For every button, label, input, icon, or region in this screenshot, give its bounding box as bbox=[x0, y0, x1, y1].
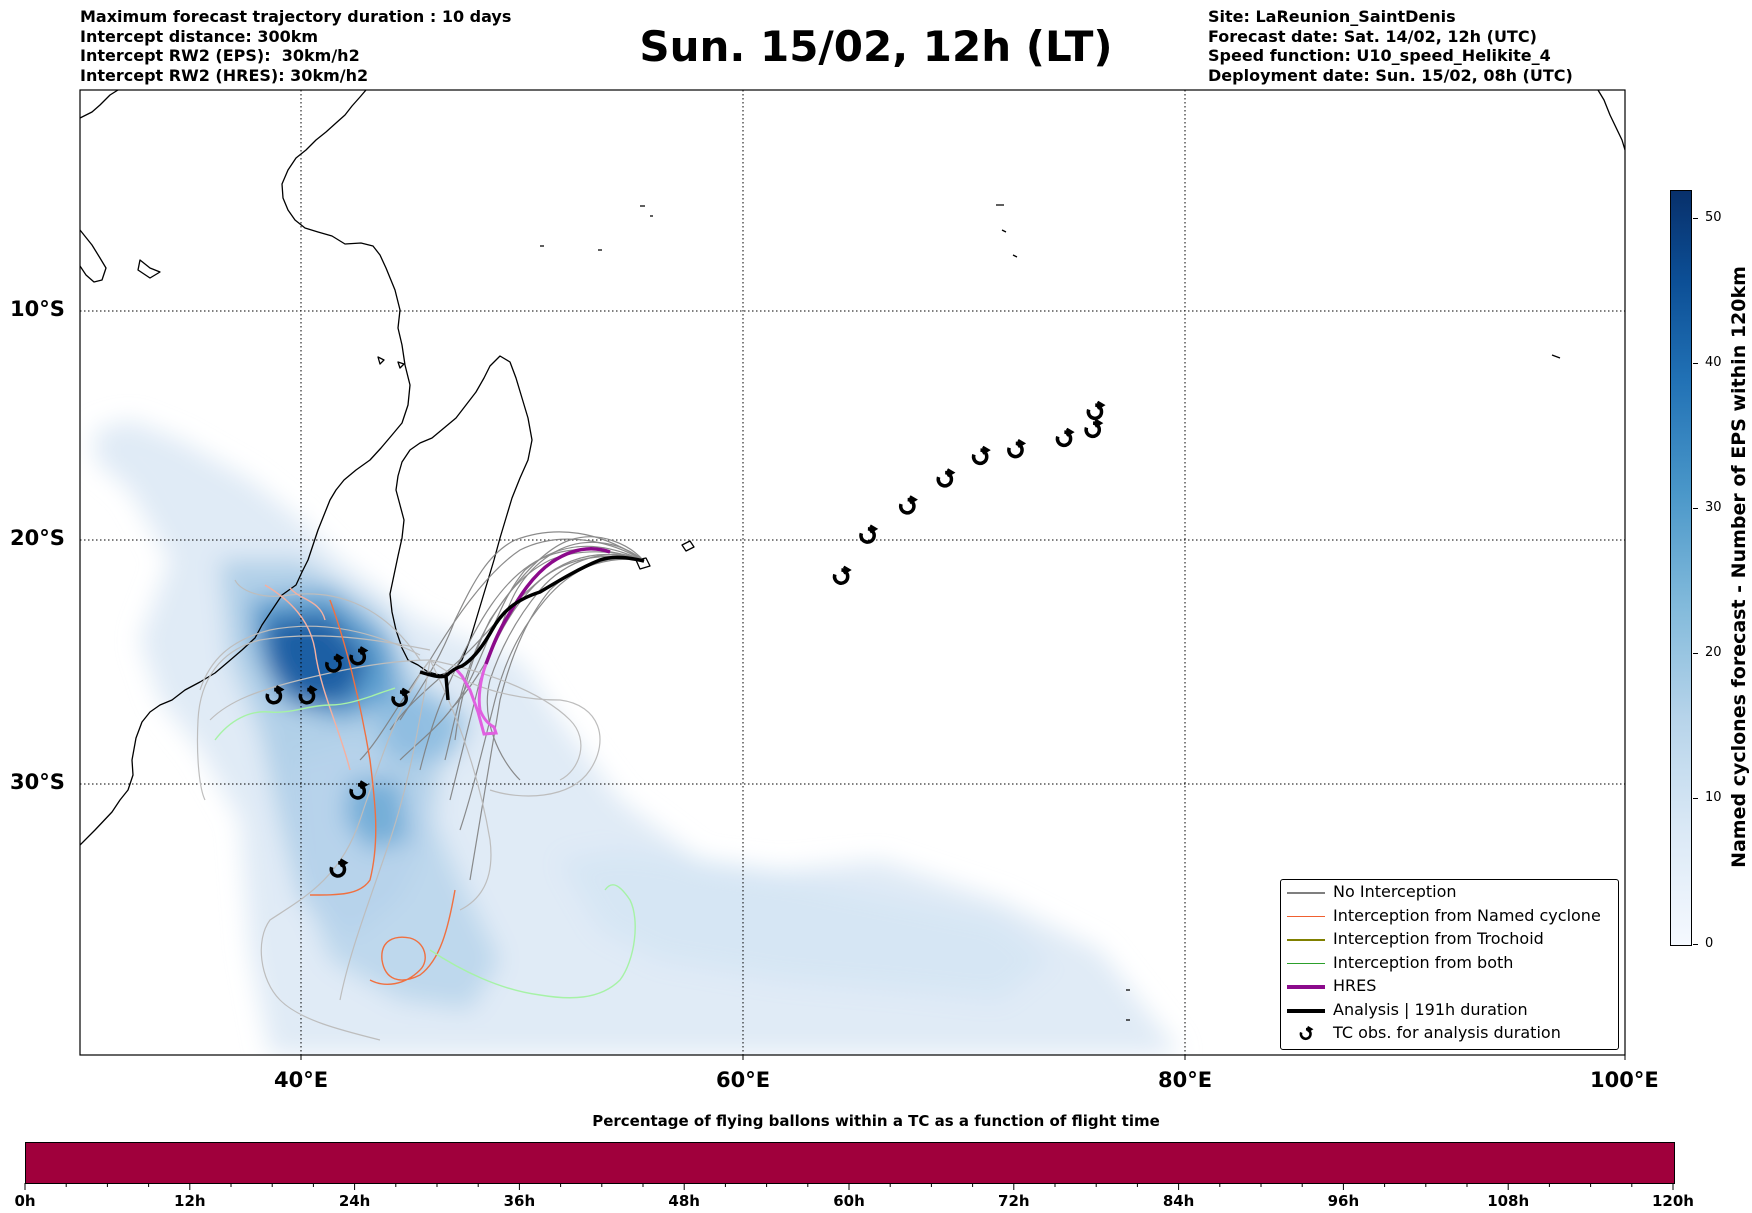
legend: No Interception Interception from Named … bbox=[1280, 879, 1619, 1050]
axis-ticks bbox=[300, 1055, 1626, 1060]
bottom-bar-tick-label: 0h bbox=[14, 1192, 36, 1210]
cyclone-symbol-icon bbox=[1299, 1026, 1313, 1041]
bottom-bar-tick-label: 120h bbox=[1652, 1192, 1694, 1210]
madagascar-coastline bbox=[389, 355, 533, 676]
header-left-line: Maximum forecast trajectory duration : 1… bbox=[80, 7, 512, 26]
coastlines bbox=[80, 90, 1625, 1021]
legend-key-trochoid bbox=[1287, 939, 1325, 941]
hres-track bbox=[484, 547, 611, 665]
header-left-info: Maximum forecast trajectory duration : 1… bbox=[80, 7, 511, 85]
cyclone-symbol-icon bbox=[1084, 418, 1103, 439]
cyclone-symbol-icon bbox=[832, 565, 851, 585]
legend-item: Analysis | 191h duration bbox=[1281, 1000, 1618, 1022]
legend-label: HRES bbox=[1333, 976, 1377, 995]
small-island-east bbox=[1551, 354, 1561, 359]
colorbar-tick: 40 bbox=[1693, 355, 1722, 370]
legend-label: Interception from Trochoid bbox=[1333, 929, 1544, 948]
legend-label: No Interception bbox=[1333, 882, 1457, 901]
header-right-info: Site: LaReunion_SaintDenis Forecast date… bbox=[1208, 7, 1573, 85]
cyclone-symbol-icon bbox=[936, 468, 955, 488]
cyclone-symbol-icon bbox=[1055, 427, 1074, 448]
cyclone-density-field bbox=[95, 420, 1180, 1055]
x-tick-label: 80°E bbox=[1158, 1068, 1213, 1092]
x-tick-label: 100°E bbox=[1590, 1068, 1659, 1092]
legend-item: Interception from both bbox=[1281, 953, 1618, 975]
small-island-south bbox=[1126, 989, 1130, 1021]
africa-coastline-north bbox=[80, 90, 119, 119]
page-title: Sun. 15/02, 12h (LT) bbox=[639, 22, 1113, 71]
chagos bbox=[996, 204, 1018, 258]
trajectories-both-light bbox=[214, 687, 636, 999]
colorbar-tick: 30 bbox=[1693, 500, 1722, 515]
somalia-horn bbox=[137, 259, 161, 279]
legend-key-analysis bbox=[1287, 1008, 1325, 1013]
arabia-coastline bbox=[80, 229, 107, 283]
cyclone-symbol-icon bbox=[971, 445, 990, 466]
colorbar-tick: 10 bbox=[1693, 790, 1722, 805]
trajectories-named-cyclone-light bbox=[264, 584, 351, 771]
legend-label: Analysis | 191h duration bbox=[1333, 999, 1528, 1019]
comoros bbox=[377, 356, 405, 369]
y-tick-label: 30°S bbox=[10, 770, 65, 794]
colorbar-tick: 20 bbox=[1693, 645, 1722, 660]
bottom-bar-tick-label: 24h bbox=[338, 1192, 371, 1210]
header-right-line: Site: LaReunion_SaintDenis bbox=[1208, 7, 1456, 26]
legend-item: No Interception bbox=[1281, 882, 1618, 904]
cyclone-symbol-icon bbox=[1007, 439, 1026, 459]
percentage-bar bbox=[25, 1142, 1675, 1184]
colorbar-label: Named cyclones forecast - Number of EPS … bbox=[1728, 266, 1750, 868]
cyclone-symbol-icon bbox=[898, 495, 918, 515]
bottom-bar-tick-label: 108h bbox=[1487, 1192, 1530, 1210]
header-left-line: Intercept RW2 (HRES): 30km/h2 bbox=[80, 65, 369, 85]
y-tick-label: 10°S bbox=[10, 297, 65, 321]
bottom-bar-tick-label: 36h bbox=[503, 1192, 536, 1210]
trajectories-named-cyclone bbox=[309, 599, 456, 986]
gridlines bbox=[80, 90, 1625, 1055]
bottom-bar-ticks bbox=[24, 1183, 1674, 1190]
header-right-line: Deployment date: Sun. 15/02, 08h (UTC) bbox=[1208, 65, 1573, 85]
legend-key-both bbox=[1287, 962, 1325, 964]
legend-label: Interception from Named cyclone bbox=[1333, 905, 1601, 925]
y-tick-label: 20°S bbox=[10, 526, 65, 550]
sumatra-tip bbox=[1597, 90, 1625, 151]
x-tick-label: 40°E bbox=[274, 1068, 329, 1092]
mauritius bbox=[681, 540, 695, 552]
legend-key-hres bbox=[1287, 985, 1325, 989]
bottom-bar-tick-label: 48h bbox=[668, 1192, 700, 1210]
cyclone-symbol-icon bbox=[1086, 400, 1105, 421]
hres-track-light bbox=[453, 663, 499, 736]
legend-item: TC obs. for analysis duration bbox=[1281, 1023, 1618, 1045]
legend-item: HRES bbox=[1281, 976, 1618, 998]
header-left-line: Intercept distance: 300km bbox=[80, 26, 319, 46]
analysis-track bbox=[419, 555, 645, 701]
colorbar-tick: 0 bbox=[1692, 936, 1714, 951]
legend-item: Interception from Named cyclone bbox=[1281, 906, 1618, 928]
legend-key-no-interception bbox=[1287, 892, 1325, 894]
bottom-bar-tick-label: 12h bbox=[174, 1192, 206, 1210]
bottom-bar-tick-label: 84h bbox=[1162, 1192, 1195, 1210]
legend-item: Interception from Trochoid bbox=[1281, 929, 1618, 951]
colorbar-tick: 50 bbox=[1693, 210, 1722, 225]
x-tick-label: 60°E bbox=[716, 1068, 771, 1092]
header-right-line: Forecast date: Sat. 14/02, 12h (UTC) bbox=[1208, 26, 1537, 46]
africa-coastline bbox=[80, 90, 411, 846]
map-frame bbox=[79, 89, 1626, 1056]
bottom-bar-tick-label: 72h bbox=[998, 1192, 1030, 1210]
header-right-line: Speed function: U10_speed_Helikite_4 bbox=[1208, 46, 1551, 65]
legend-label: Interception from both bbox=[1333, 952, 1514, 972]
legend-key-named-cyclone bbox=[1287, 915, 1325, 917]
trajectories-light-grey bbox=[196, 579, 601, 1041]
header-left-line: Intercept RW2 (EPS): 30km/h2 bbox=[80, 46, 360, 65]
colorbar bbox=[1670, 190, 1692, 946]
bottom-bar-tick-label: 60h bbox=[833, 1192, 865, 1210]
legend-label: TC obs. for analysis duration bbox=[1333, 1023, 1561, 1042]
bottom-bar-tick-label: 96h bbox=[1327, 1192, 1360, 1210]
bottom-bar-title: Percentage of flying ballons within a TC… bbox=[592, 1112, 1160, 1130]
seychelles bbox=[540, 205, 653, 251]
